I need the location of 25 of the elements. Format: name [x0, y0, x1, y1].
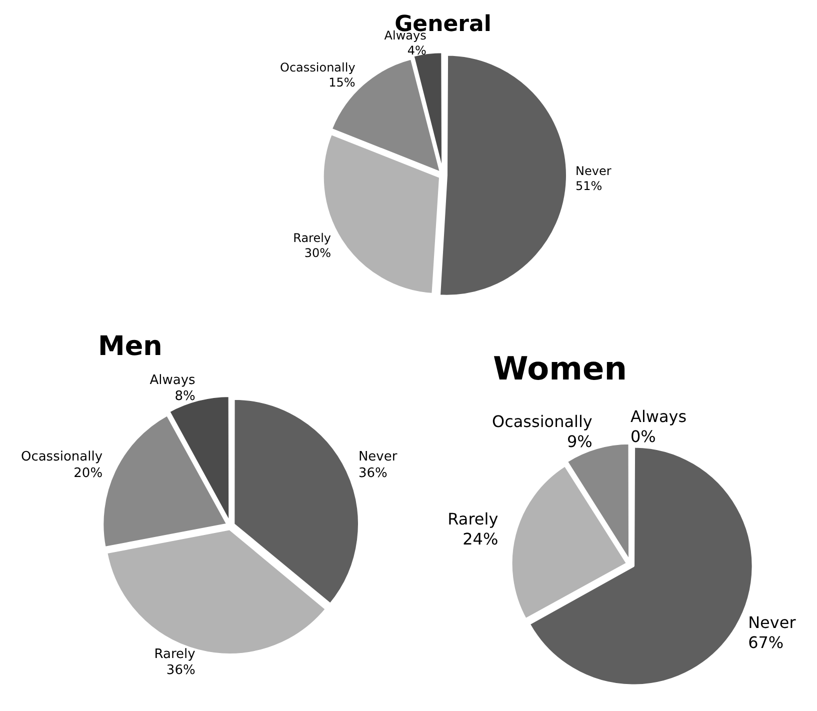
data-label: 4% — [407, 43, 426, 58]
slice-label: Never — [748, 612, 796, 632]
chart-title: Men — [98, 331, 162, 362]
data-label: 9% — [567, 432, 592, 452]
slice-label: Never — [358, 450, 398, 465]
data-label: 30% — [304, 246, 332, 260]
slice-label: Ocassionally — [492, 412, 592, 432]
slice-label: Never — [576, 164, 612, 178]
text: 0% — [630, 426, 656, 446]
slice-label: Ocassionally — [280, 60, 356, 74]
slice-label: Rarely — [293, 230, 332, 245]
category-label: Always — [630, 406, 687, 426]
data-label: 20% — [74, 466, 103, 481]
data-label: 24% — [462, 529, 498, 548]
data-label: 8% — [174, 389, 196, 404]
slice-label: Rarely — [154, 646, 196, 662]
chart-title: Women — [493, 350, 627, 388]
slice-label: Rarely — [448, 509, 498, 528]
data-label: 51% — [576, 178, 602, 193]
data-label: 67% — [748, 632, 784, 652]
data-label: 36% — [358, 466, 388, 481]
slice-label: Always — [150, 372, 196, 388]
data-label: 36% — [166, 663, 196, 678]
slice-label: Ocassionally — [20, 450, 103, 465]
data-label: 15% — [328, 75, 356, 90]
